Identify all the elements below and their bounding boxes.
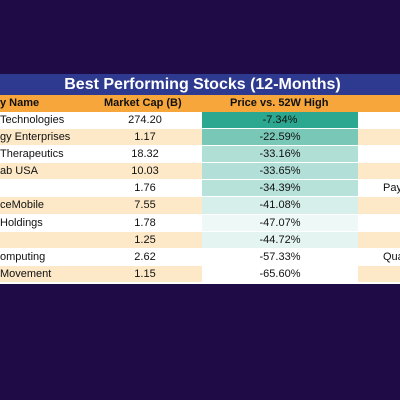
price-vs-high-cell: -57.33%	[202, 248, 358, 265]
row-stripe	[358, 180, 400, 197]
price-vs-high-cell: -34.39%	[202, 180, 358, 197]
price-vs-high-cell: -33.65%	[202, 163, 358, 180]
header-company-name: y Name	[0, 97, 40, 109]
row-stripe	[358, 248, 400, 265]
price-vs-high-cell: -44.72%	[202, 231, 358, 248]
company-name-cell: Movement	[0, 267, 52, 280]
company-name-cell: Holdings	[0, 216, 43, 229]
table-row: 1.76 -34.39% Pay	[0, 180, 400, 198]
company-name-cell: omputing	[0, 250, 46, 263]
row-stripe	[358, 265, 400, 282]
market-cap-cell: 1.78	[134, 216, 156, 229]
market-cap-cell: 1.76	[134, 182, 156, 195]
table-title: Best Performing Stocks (12-Months)	[0, 74, 400, 95]
table-row: 1.25 -44.72%	[0, 231, 400, 249]
company-name-cell: ceMobile	[0, 199, 45, 212]
row-stripe	[358, 214, 400, 231]
price-vs-high-cell: -41.08%	[202, 197, 358, 214]
row-stripe	[0, 163, 202, 180]
row-stripe	[358, 146, 400, 163]
row-stripe	[0, 112, 202, 129]
table-row: Therapeutics 18.32 -33.16%	[0, 146, 400, 164]
table-row: Technologies 274.20 -7.34%	[0, 112, 400, 130]
table-row: Movement 1.15 -65.60%	[0, 265, 400, 283]
extra-column-cell: Pay	[383, 182, 400, 195]
header-price-vs-high: Price vs. 52W High	[230, 97, 329, 109]
row-stripe	[358, 129, 400, 146]
header-row: y Name Market Cap (B) Price vs. 52W High	[0, 95, 400, 112]
row-stripe	[358, 197, 400, 214]
market-cap-cell: 7.55	[134, 199, 156, 212]
price-vs-high-cell: -22.59%	[202, 129, 358, 146]
table-row: ceMobile 7.55 -41.08%	[0, 197, 400, 215]
price-vs-high-cell: -7.34%	[202, 112, 358, 129]
extra-column-cell: Qua	[383, 250, 400, 263]
market-cap-cell: 10.03	[131, 165, 159, 178]
market-cap-cell: 1.15	[134, 267, 156, 280]
company-name-cell: Therapeutics	[0, 148, 64, 161]
row-stripe	[358, 231, 400, 248]
row-stripe	[0, 180, 202, 197]
market-cap-cell: 274.20	[128, 114, 162, 126]
market-cap-cell: 1.17	[134, 131, 156, 144]
row-stripe	[0, 231, 202, 248]
price-vs-high-cell: -65.60%	[202, 265, 358, 282]
header-market-cap: Market Cap (B)	[104, 97, 182, 109]
table-row: gy Enterprises 1.17 -22.59%	[0, 129, 400, 147]
price-vs-high-cell: -47.07%	[202, 214, 358, 231]
row-stripe	[0, 146, 202, 163]
company-name-cell: ab USA	[0, 165, 38, 178]
row-stripe	[0, 265, 202, 282]
company-name-cell: gy Enterprises	[0, 131, 71, 144]
table-row: omputing 2.62 -57.33% Qua	[0, 248, 400, 266]
table-body: Technologies 274.20 -7.34% gy Enterprises 1.…	[0, 112, 400, 283]
row-stripe	[0, 197, 202, 214]
market-cap-cell: 18.32	[131, 148, 159, 161]
price-vs-high-cell: -33.16%	[202, 146, 358, 163]
company-name-cell: Technologies	[0, 114, 65, 126]
row-stripe	[358, 112, 400, 129]
market-cap-cell: 1.25	[134, 233, 156, 246]
table-row: Holdings 1.78 -47.07%	[0, 214, 400, 232]
row-stripe	[0, 129, 202, 146]
stock-table: Best Performing Stocks (12-Months) y Nam…	[0, 74, 400, 284]
row-stripe	[358, 163, 400, 180]
market-cap-cell: 2.62	[134, 250, 156, 263]
table-row: ab USA 10.03 -33.65%	[0, 163, 400, 181]
row-stripe	[0, 248, 202, 265]
row-stripe	[0, 214, 202, 231]
